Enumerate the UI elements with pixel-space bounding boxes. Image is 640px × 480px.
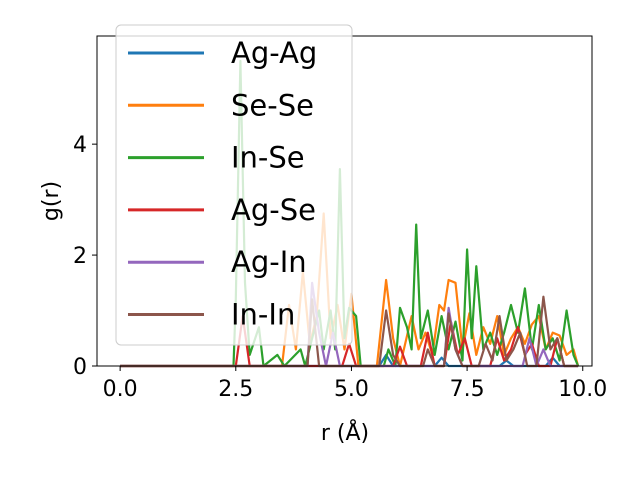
- x-tick-label: 10.0: [558, 377, 607, 402]
- legend: Ag-Ag Se-Se In-Se Ag-Se Ag-In In-In: [115, 24, 353, 346]
- y-tick-label: 2: [73, 244, 87, 269]
- x-tick-label: 2.5: [218, 377, 253, 402]
- legend-label: In-Se: [231, 141, 305, 175]
- x-axis-ticks: 0.0 2.5 5.0 7.5 10.0: [103, 366, 607, 402]
- y-tick-label: 0: [73, 355, 87, 380]
- x-tick-label: 5.0: [334, 377, 369, 402]
- x-axis-label: r (Å): [321, 419, 369, 446]
- x-tick-label: 0.0: [103, 377, 138, 402]
- x-tick-label: 7.5: [450, 377, 485, 402]
- legend-label: In-In: [231, 298, 295, 332]
- y-tick-label: 4: [73, 133, 87, 158]
- legend-label: Ag-Ag: [231, 36, 317, 70]
- y-axis-label: g(r): [39, 181, 64, 221]
- legend-label: Se-Se: [231, 88, 314, 122]
- series-line-in-se: [120, 59, 580, 368]
- y-axis-ticks: 0 2 4: [73, 133, 97, 380]
- legend-label: Ag-Se: [231, 193, 316, 227]
- legend-label: Ag-In: [231, 245, 307, 279]
